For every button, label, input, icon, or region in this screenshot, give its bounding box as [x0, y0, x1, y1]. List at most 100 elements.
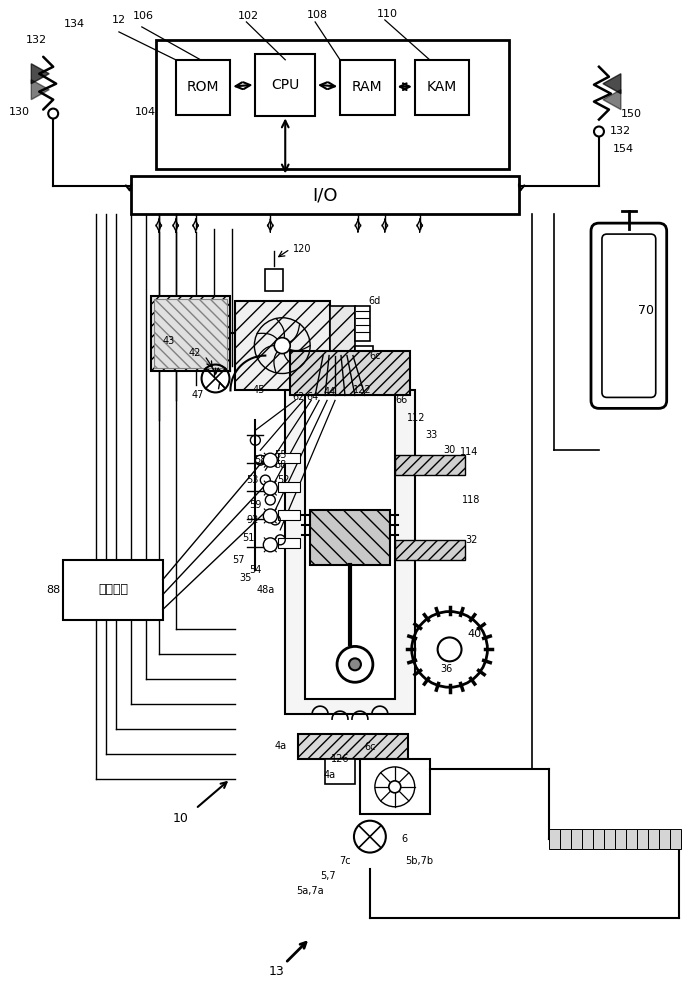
Bar [154, 299, 228, 368]
Circle shape [264, 453, 277, 467]
Bar [560, 829, 571, 849]
Text: 6c: 6c [369, 351, 380, 361]
Text: 126: 126 [331, 754, 350, 764]
Bar [330, 306, 355, 385]
Bar [571, 829, 582, 849]
Bar [395, 455, 464, 475]
Bar [63, 560, 163, 620]
Text: 104: 104 [136, 107, 156, 117]
Circle shape [48, 109, 58, 119]
Text: 106: 106 [133, 11, 154, 21]
Circle shape [264, 481, 277, 495]
Bar [637, 829, 648, 849]
Text: 55: 55 [274, 450, 286, 460]
Text: 59: 59 [249, 500, 261, 510]
Text: 6d: 6d [369, 296, 381, 306]
Bar [131, 176, 519, 214]
Bar [604, 829, 615, 849]
Circle shape [264, 538, 277, 552]
Bar [355, 380, 373, 395]
Bar [360, 759, 429, 814]
Text: 154: 154 [613, 144, 634, 154]
Bar [235, 301, 330, 390]
Text: 68: 68 [274, 460, 286, 470]
Text: 122: 122 [353, 385, 372, 395]
Bar [155, 40, 509, 169]
Polygon shape [603, 74, 621, 94]
Text: 53: 53 [246, 475, 259, 485]
Circle shape [264, 509, 277, 523]
Text: KAM: KAM [427, 80, 457, 94]
Text: I/O: I/O [312, 186, 338, 204]
Bar [626, 829, 637, 849]
Text: 13: 13 [268, 965, 284, 978]
Circle shape [389, 781, 401, 793]
Text: 108: 108 [307, 10, 327, 20]
Bar [278, 482, 300, 492]
Text: 12: 12 [112, 15, 126, 25]
Text: 5,7: 5,7 [320, 871, 336, 881]
Bar [669, 829, 680, 849]
Text: 5a,7a: 5a,7a [297, 886, 324, 896]
Text: 35: 35 [239, 573, 252, 583]
Text: 47: 47 [191, 390, 204, 400]
Bar [290, 351, 410, 395]
Text: 54: 54 [249, 565, 261, 575]
Bar [305, 395, 395, 699]
Bar [255, 54, 315, 116]
Text: 4a: 4a [324, 770, 336, 780]
Circle shape [275, 338, 290, 354]
Text: 88: 88 [46, 585, 61, 595]
Bar [278, 538, 300, 548]
Bar [310, 510, 390, 565]
Text: 110: 110 [377, 9, 398, 19]
Text: 40: 40 [467, 629, 482, 639]
Polygon shape [31, 80, 50, 100]
Bar [593, 829, 604, 849]
FancyBboxPatch shape [591, 223, 667, 408]
Text: 6c: 6c [364, 742, 376, 752]
Text: 33: 33 [425, 430, 438, 440]
Text: 62: 62 [292, 392, 304, 402]
Circle shape [337, 646, 373, 682]
Bar [415, 60, 469, 115]
Text: 130: 130 [9, 107, 30, 117]
Polygon shape [290, 605, 305, 649]
Bar [615, 829, 626, 849]
Text: 点火系统: 点火系统 [98, 583, 128, 596]
Text: 52: 52 [277, 475, 290, 485]
Bar [648, 829, 658, 849]
Text: 58: 58 [254, 455, 266, 465]
Bar [355, 306, 370, 341]
Text: 150: 150 [621, 109, 641, 119]
Bar [151, 296, 230, 371]
Text: 44: 44 [324, 387, 336, 397]
Text: 70: 70 [638, 304, 654, 317]
Text: 32: 32 [465, 535, 477, 545]
Bar [286, 390, 415, 714]
Text: 112: 112 [407, 413, 425, 423]
Text: 36: 36 [440, 664, 453, 674]
Bar [340, 60, 395, 115]
Text: 30: 30 [444, 445, 455, 455]
Circle shape [349, 658, 361, 670]
Text: 5b,7b: 5b,7b [406, 856, 433, 866]
Bar [582, 829, 593, 849]
Text: CPU: CPU [271, 78, 299, 92]
Bar [298, 734, 408, 759]
Polygon shape [603, 90, 621, 110]
Polygon shape [395, 605, 410, 649]
Text: 114: 114 [460, 447, 479, 457]
Polygon shape [31, 64, 50, 84]
Text: ROM: ROM [186, 80, 219, 94]
Text: 66: 66 [396, 395, 408, 405]
Text: 132: 132 [610, 126, 632, 136]
Text: 120: 120 [293, 244, 312, 254]
Text: 92: 92 [246, 515, 259, 525]
Text: 132: 132 [25, 35, 47, 45]
Bar [549, 829, 560, 849]
Text: 45: 45 [252, 385, 264, 395]
Text: 43: 43 [162, 336, 175, 346]
Text: 10: 10 [173, 812, 189, 825]
Bar [395, 540, 464, 560]
